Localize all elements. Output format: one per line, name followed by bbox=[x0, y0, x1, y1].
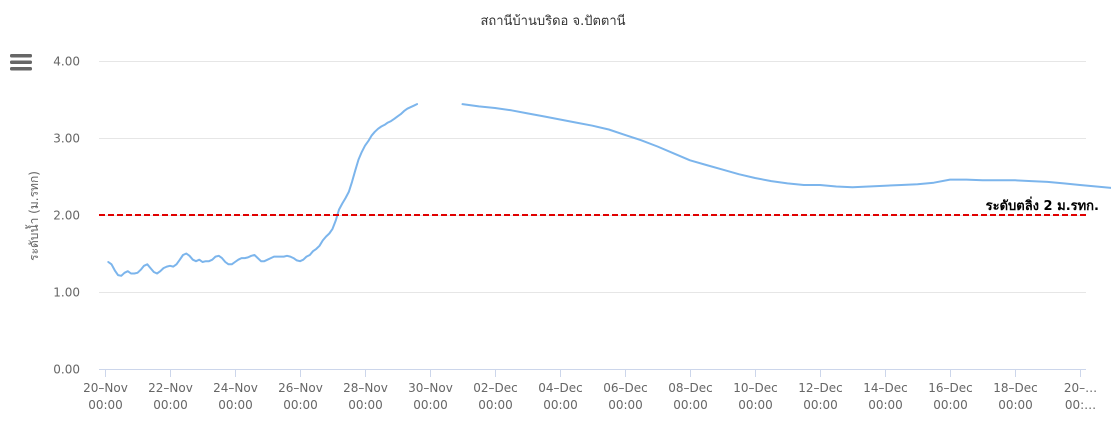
x-tick-time: 00:00 bbox=[348, 398, 383, 412]
x-tick-date: 10–Dec bbox=[733, 381, 778, 395]
x-tick-label: 14–Dec 00:00 bbox=[863, 381, 908, 412]
y-axis-label: ระดับน้ำ (ม.รทก) bbox=[25, 171, 41, 261]
x-tick-date: 18–Dec bbox=[993, 381, 1038, 395]
hamburger-menu-icon-bar-2 bbox=[10, 60, 32, 64]
water-level-line bbox=[107, 103, 418, 277]
x-tick-time: 00:00 bbox=[608, 398, 643, 412]
y-tick-label: 2.00 bbox=[53, 209, 80, 223]
x-tick-date: 20–Nov bbox=[83, 381, 128, 395]
x-tick-time: 00:00 bbox=[933, 398, 968, 412]
y-tick-label: 0.00 bbox=[53, 363, 80, 377]
x-tick-date: 14–Dec bbox=[863, 381, 908, 395]
x-tick-time: 00:00 bbox=[88, 398, 123, 412]
threshold-group: ระดับตลิ่ง 2 ม.รทก. bbox=[99, 196, 1099, 216]
x-tick-time: 00:00 bbox=[153, 398, 188, 412]
x-tick-label: 02–Dec 00:00 bbox=[473, 381, 518, 412]
y-axis-ticks: 0.00 1.00 2.00 3.00 4.00 bbox=[53, 55, 80, 377]
chart-title: สถานีบ้านบริดอ จ.ปัตตานี bbox=[480, 13, 625, 29]
x-tick-date: 06–Dec bbox=[603, 381, 648, 395]
x-tick-label: 18–Dec 00:00 bbox=[993, 381, 1038, 412]
x-tick-time: 00:00 bbox=[413, 398, 448, 412]
x-tick-date: 22–Nov bbox=[148, 381, 193, 395]
x-tick-time: 00:00 bbox=[803, 398, 838, 412]
x-tick-time: 00:00 bbox=[283, 398, 318, 412]
x-tick-label: 30–Nov 00:00 bbox=[408, 381, 453, 412]
x-tick-time: 00:00 bbox=[673, 398, 708, 412]
water-level-line bbox=[461, 103, 1111, 189]
y-tick-label: 4.00 bbox=[53, 55, 80, 69]
x-tick-label: 04–Dec 00:00 bbox=[538, 381, 583, 412]
x-tick-label: 16–Dec 00:00 bbox=[928, 381, 973, 412]
y-tick-label: 1.00 bbox=[53, 286, 80, 300]
menu-button[interactable] bbox=[10, 54, 32, 71]
x-tick-date: 02–Dec bbox=[473, 381, 518, 395]
x-tick-time: 00:00 bbox=[738, 398, 773, 412]
x-tick-time: 00:… bbox=[1065, 398, 1096, 412]
x-tick-label: 12–Dec 00:00 bbox=[798, 381, 843, 412]
x-tick-date: 28–Nov bbox=[343, 381, 388, 395]
x-tick-time: 00:00 bbox=[543, 398, 578, 412]
x-tick-label: 26–Nov 00:00 bbox=[278, 381, 323, 412]
y-tick-label: 3.00 bbox=[53, 132, 80, 146]
x-tick-date: 16–Dec bbox=[928, 381, 973, 395]
x-tick-label: 10–Dec 00:00 bbox=[733, 381, 778, 412]
x-tick-date: 30–Nov bbox=[408, 381, 453, 395]
x-tick-label: 08–Dec 00:00 bbox=[668, 381, 713, 412]
x-tick-label: 28–Nov 00:00 bbox=[343, 381, 388, 412]
x-tick-time: 00:00 bbox=[868, 398, 903, 412]
x-tick-time: 00:00 bbox=[478, 398, 513, 412]
x-tick-date: 08–Dec bbox=[668, 381, 713, 395]
x-tick-date: 20–… bbox=[1064, 381, 1097, 395]
x-tick-label: 20–Nov 00:00 bbox=[83, 381, 128, 412]
x-tick-label: 24–Nov 00:00 bbox=[213, 381, 258, 412]
x-tick-date: 24–Nov bbox=[213, 381, 258, 395]
x-tick-date: 26–Nov bbox=[278, 381, 323, 395]
series-group bbox=[107, 103, 1111, 277]
x-tick-label: 06–Dec 00:00 bbox=[603, 381, 648, 412]
x-tick-date: 12–Dec bbox=[798, 381, 843, 395]
x-tick-date: 04–Dec bbox=[538, 381, 583, 395]
x-tick-time: 00:00 bbox=[998, 398, 1033, 412]
x-tick-label: 20–… 00:… bbox=[1064, 381, 1097, 412]
x-axis: 20–Nov 00:00 22–Nov 00:00 24–Nov 00:00 26–Nov 0… bbox=[83, 369, 1097, 412]
x-tick-label: 22–Nov 00:00 bbox=[148, 381, 193, 412]
x-tick-time: 00:00 bbox=[218, 398, 253, 412]
hamburger-menu-icon-bar-3 bbox=[10, 67, 32, 71]
threshold-label: ระดับตลิ่ง 2 ม.รทก. bbox=[986, 196, 1099, 214]
hamburger-menu-icon-bar-1 bbox=[10, 54, 32, 58]
